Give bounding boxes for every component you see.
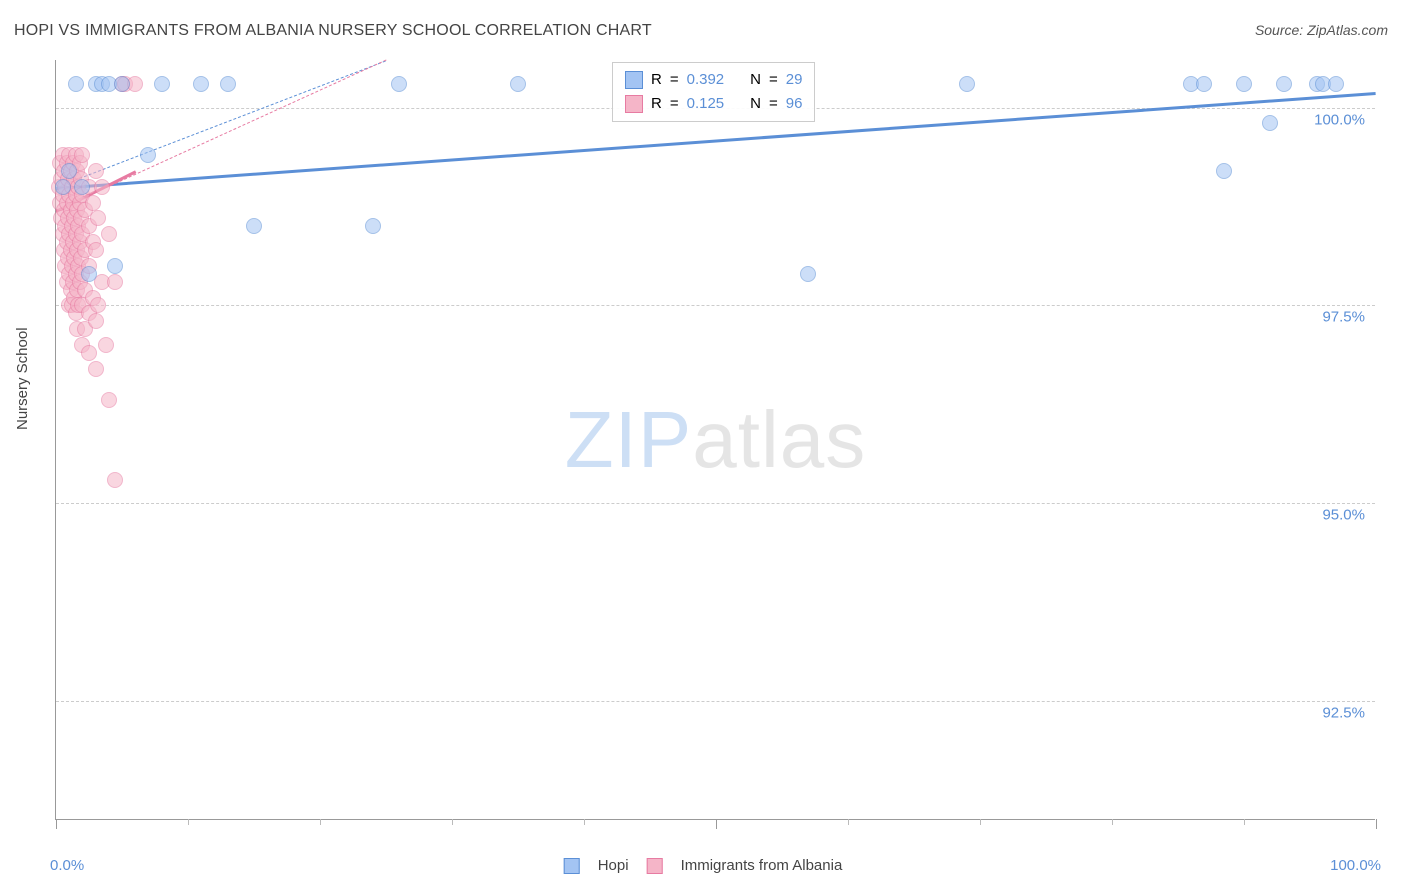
hopi-point [81, 266, 97, 282]
eq-label: = [769, 92, 778, 116]
scatter-plot-area: ZIPatlas 100.0% 97.5% 95.0% 92.5% [55, 60, 1375, 820]
albania-point [81, 345, 97, 361]
hopi-point [1216, 163, 1232, 179]
x-tick [1244, 819, 1245, 825]
hopi-point [246, 218, 262, 234]
albania-point [88, 313, 104, 329]
hopi-point [1236, 76, 1252, 92]
series-legend: Hopi Immigrants from Albania [564, 857, 843, 874]
hopi-point [107, 258, 123, 274]
albania-point [107, 274, 123, 290]
gridline [56, 503, 1375, 504]
source-attribution: Source: ZipAtlas.com [1255, 22, 1388, 38]
albania-point [74, 147, 90, 163]
albania-swatch [647, 858, 663, 874]
hopi-swatch [564, 858, 580, 874]
albania-point [101, 392, 117, 408]
hopi-point [154, 76, 170, 92]
r-label: R [651, 92, 662, 116]
legend-row-albania: R = 0.125 N = 96 [625, 92, 802, 116]
y-tick-label: 97.5% [1322, 309, 1365, 326]
albania-point [90, 210, 106, 226]
hopi-point [1276, 76, 1292, 92]
gridline [56, 305, 1375, 306]
chart-title: HOPI VS IMMIGRANTS FROM ALBANIA NURSERY … [14, 22, 652, 40]
hopi-point [959, 76, 975, 92]
albania-n-value: 96 [786, 92, 803, 116]
albania-legend-label: Immigrants from Albania [681, 857, 843, 874]
x-tick [848, 819, 849, 825]
correlation-legend: R = 0.392 N = 29 R = 0.125 N = 96 [612, 62, 815, 122]
hopi-point [140, 147, 156, 163]
hopi-point [193, 76, 209, 92]
hopi-point [55, 179, 71, 195]
hopi-legend-label: Hopi [598, 857, 629, 874]
hopi-point [220, 76, 236, 92]
x-tick [716, 819, 717, 829]
albania-point [94, 179, 110, 195]
x-tick [584, 819, 585, 825]
albania-point [101, 226, 117, 242]
hopi-r-value: 0.392 [687, 68, 725, 92]
eq-label: = [670, 92, 679, 116]
r-label: R [651, 68, 662, 92]
hopi-point [800, 266, 816, 282]
hopi-point [68, 76, 84, 92]
hopi-swatch [625, 71, 643, 89]
n-label: N [750, 92, 761, 116]
hopi-point [1196, 76, 1212, 92]
x-tick [1376, 819, 1377, 829]
x-axis-min-label: 0.0% [50, 857, 84, 874]
albania-point [90, 297, 106, 313]
x-tick [56, 819, 57, 829]
albania-point [88, 361, 104, 377]
x-tick [1112, 819, 1113, 825]
x-tick [320, 819, 321, 825]
albania-point [85, 195, 101, 211]
hopi-point [365, 218, 381, 234]
y-tick-label: 100.0% [1314, 111, 1365, 128]
x-tick [188, 819, 189, 825]
albania-point [98, 337, 114, 353]
hopi-point [61, 163, 77, 179]
x-tick [980, 819, 981, 825]
hopi-point [510, 76, 526, 92]
x-tick [452, 819, 453, 825]
hopi-point [114, 76, 130, 92]
albania-point [107, 472, 123, 488]
hopi-point [1328, 76, 1344, 92]
n-label: N [750, 68, 761, 92]
hopi-point [74, 179, 90, 195]
legend-row-hopi: R = 0.392 N = 29 [625, 68, 802, 92]
y-axis-label: Nursery School [14, 327, 31, 430]
watermark: ZIPatlas [565, 394, 866, 486]
hopi-n-value: 29 [786, 68, 803, 92]
eq-label: = [670, 68, 679, 92]
watermark-part1: ZIP [565, 395, 692, 484]
watermark-part2: atlas [692, 395, 866, 484]
hopi-point [1262, 115, 1278, 131]
hopi-point [391, 76, 407, 92]
x-axis-max-label: 100.0% [1330, 857, 1381, 874]
y-tick-label: 95.0% [1322, 507, 1365, 524]
gridline [56, 701, 1375, 702]
y-tick-label: 92.5% [1322, 705, 1365, 722]
albania-point [88, 163, 104, 179]
albania-swatch [625, 95, 643, 113]
eq-label: = [769, 68, 778, 92]
albania-r-value: 0.125 [687, 92, 725, 116]
albania-point [88, 242, 104, 258]
